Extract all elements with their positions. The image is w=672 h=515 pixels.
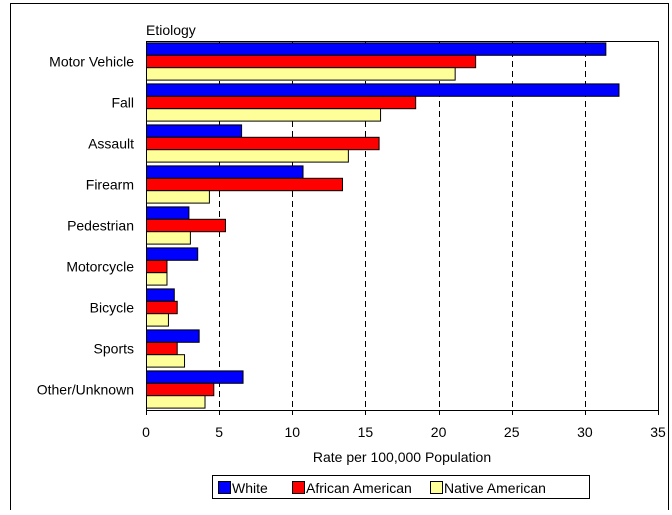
category-label-motor-vehicle: Motor Vehicle (49, 54, 134, 70)
x-tick-label: 25 (504, 424, 520, 440)
category-label-sports: Sports (94, 341, 134, 357)
bar-assault-white (146, 124, 243, 138)
x-tick-label: 30 (577, 424, 593, 440)
legend-label-white: White (232, 480, 268, 496)
bar-motor-vehicle-african-american (146, 54, 477, 69)
x-tick-label: 20 (431, 424, 447, 440)
legend-box (212, 475, 590, 499)
plot-area-border (146, 41, 659, 411)
bar-firearm-white (146, 165, 304, 179)
legend: White African American Native American (212, 475, 590, 499)
legend-swatch-white (218, 481, 231, 494)
bar-assault-african-american (146, 136, 380, 151)
bar-other-unknown-native-american (146, 395, 206, 409)
x-axis-label: Rate per 100,000 Population (313, 449, 491, 465)
bar-bicycle-native-american (146, 313, 169, 327)
category-label-firearm: Firearm (86, 177, 134, 193)
bar-pedestrian-native-american (146, 231, 191, 245)
legend-label-native-american: Native American (444, 480, 546, 496)
bar-other-unknown-white (146, 370, 244, 384)
legend-swatch-african-american (292, 481, 305, 494)
category-label-pedestrian: Pedestrian (67, 218, 134, 234)
x-tick-label: 10 (285, 424, 301, 440)
bar-fall-african-american (146, 95, 417, 110)
x-tick-label: 0 (142, 424, 150, 440)
bar-motorcycle-white (146, 247, 199, 261)
bars (146, 42, 620, 409)
bar-assault-native-american (146, 149, 349, 163)
bar-motor-vehicle-native-american (146, 67, 456, 81)
legend-label-african-american: African American (306, 480, 412, 496)
bar-pedestrian-white (146, 206, 190, 220)
x-tick-label: 5 (215, 424, 223, 440)
bar-motorcycle-native-american (146, 272, 168, 286)
legend-swatch-native-american (430, 481, 443, 494)
bar-motor-vehicle-white (146, 42, 607, 56)
bar-bicycle-white (146, 288, 175, 302)
category-labels: Motor Vehicle Fall Assault Firearm Pedestria… (37, 54, 134, 398)
x-tick-label: 15 (358, 424, 374, 440)
bar-sports-african-american (146, 341, 178, 356)
bar-pedestrian-african-american (146, 218, 226, 233)
category-label-fall: Fall (111, 95, 134, 111)
bar-bicycle-african-american (146, 300, 178, 315)
category-label-assault: Assault (88, 136, 134, 152)
bar-fall-native-american (146, 108, 382, 122)
category-label-motorcycle: Motorcycle (66, 259, 134, 275)
x-axis-ticks: 0 5 10 15 20 25 30 35 (142, 410, 666, 440)
category-label-other-unknown: Other/Unknown (37, 382, 134, 398)
bar-sports-native-american (146, 354, 186, 368)
bar-sports-white (146, 329, 200, 343)
category-label-bicycle: Bicycle (90, 300, 135, 316)
bar-other-unknown-african-american (146, 382, 215, 397)
bar-fall-white (146, 83, 620, 97)
category-axis-title: Etiology (146, 22, 196, 38)
bar-motorcycle-african-american (146, 259, 168, 274)
bar-firearm-native-american (146, 190, 210, 204)
x-tick-label: 35 (650, 424, 666, 440)
bar-firearm-african-american (146, 177, 344, 192)
